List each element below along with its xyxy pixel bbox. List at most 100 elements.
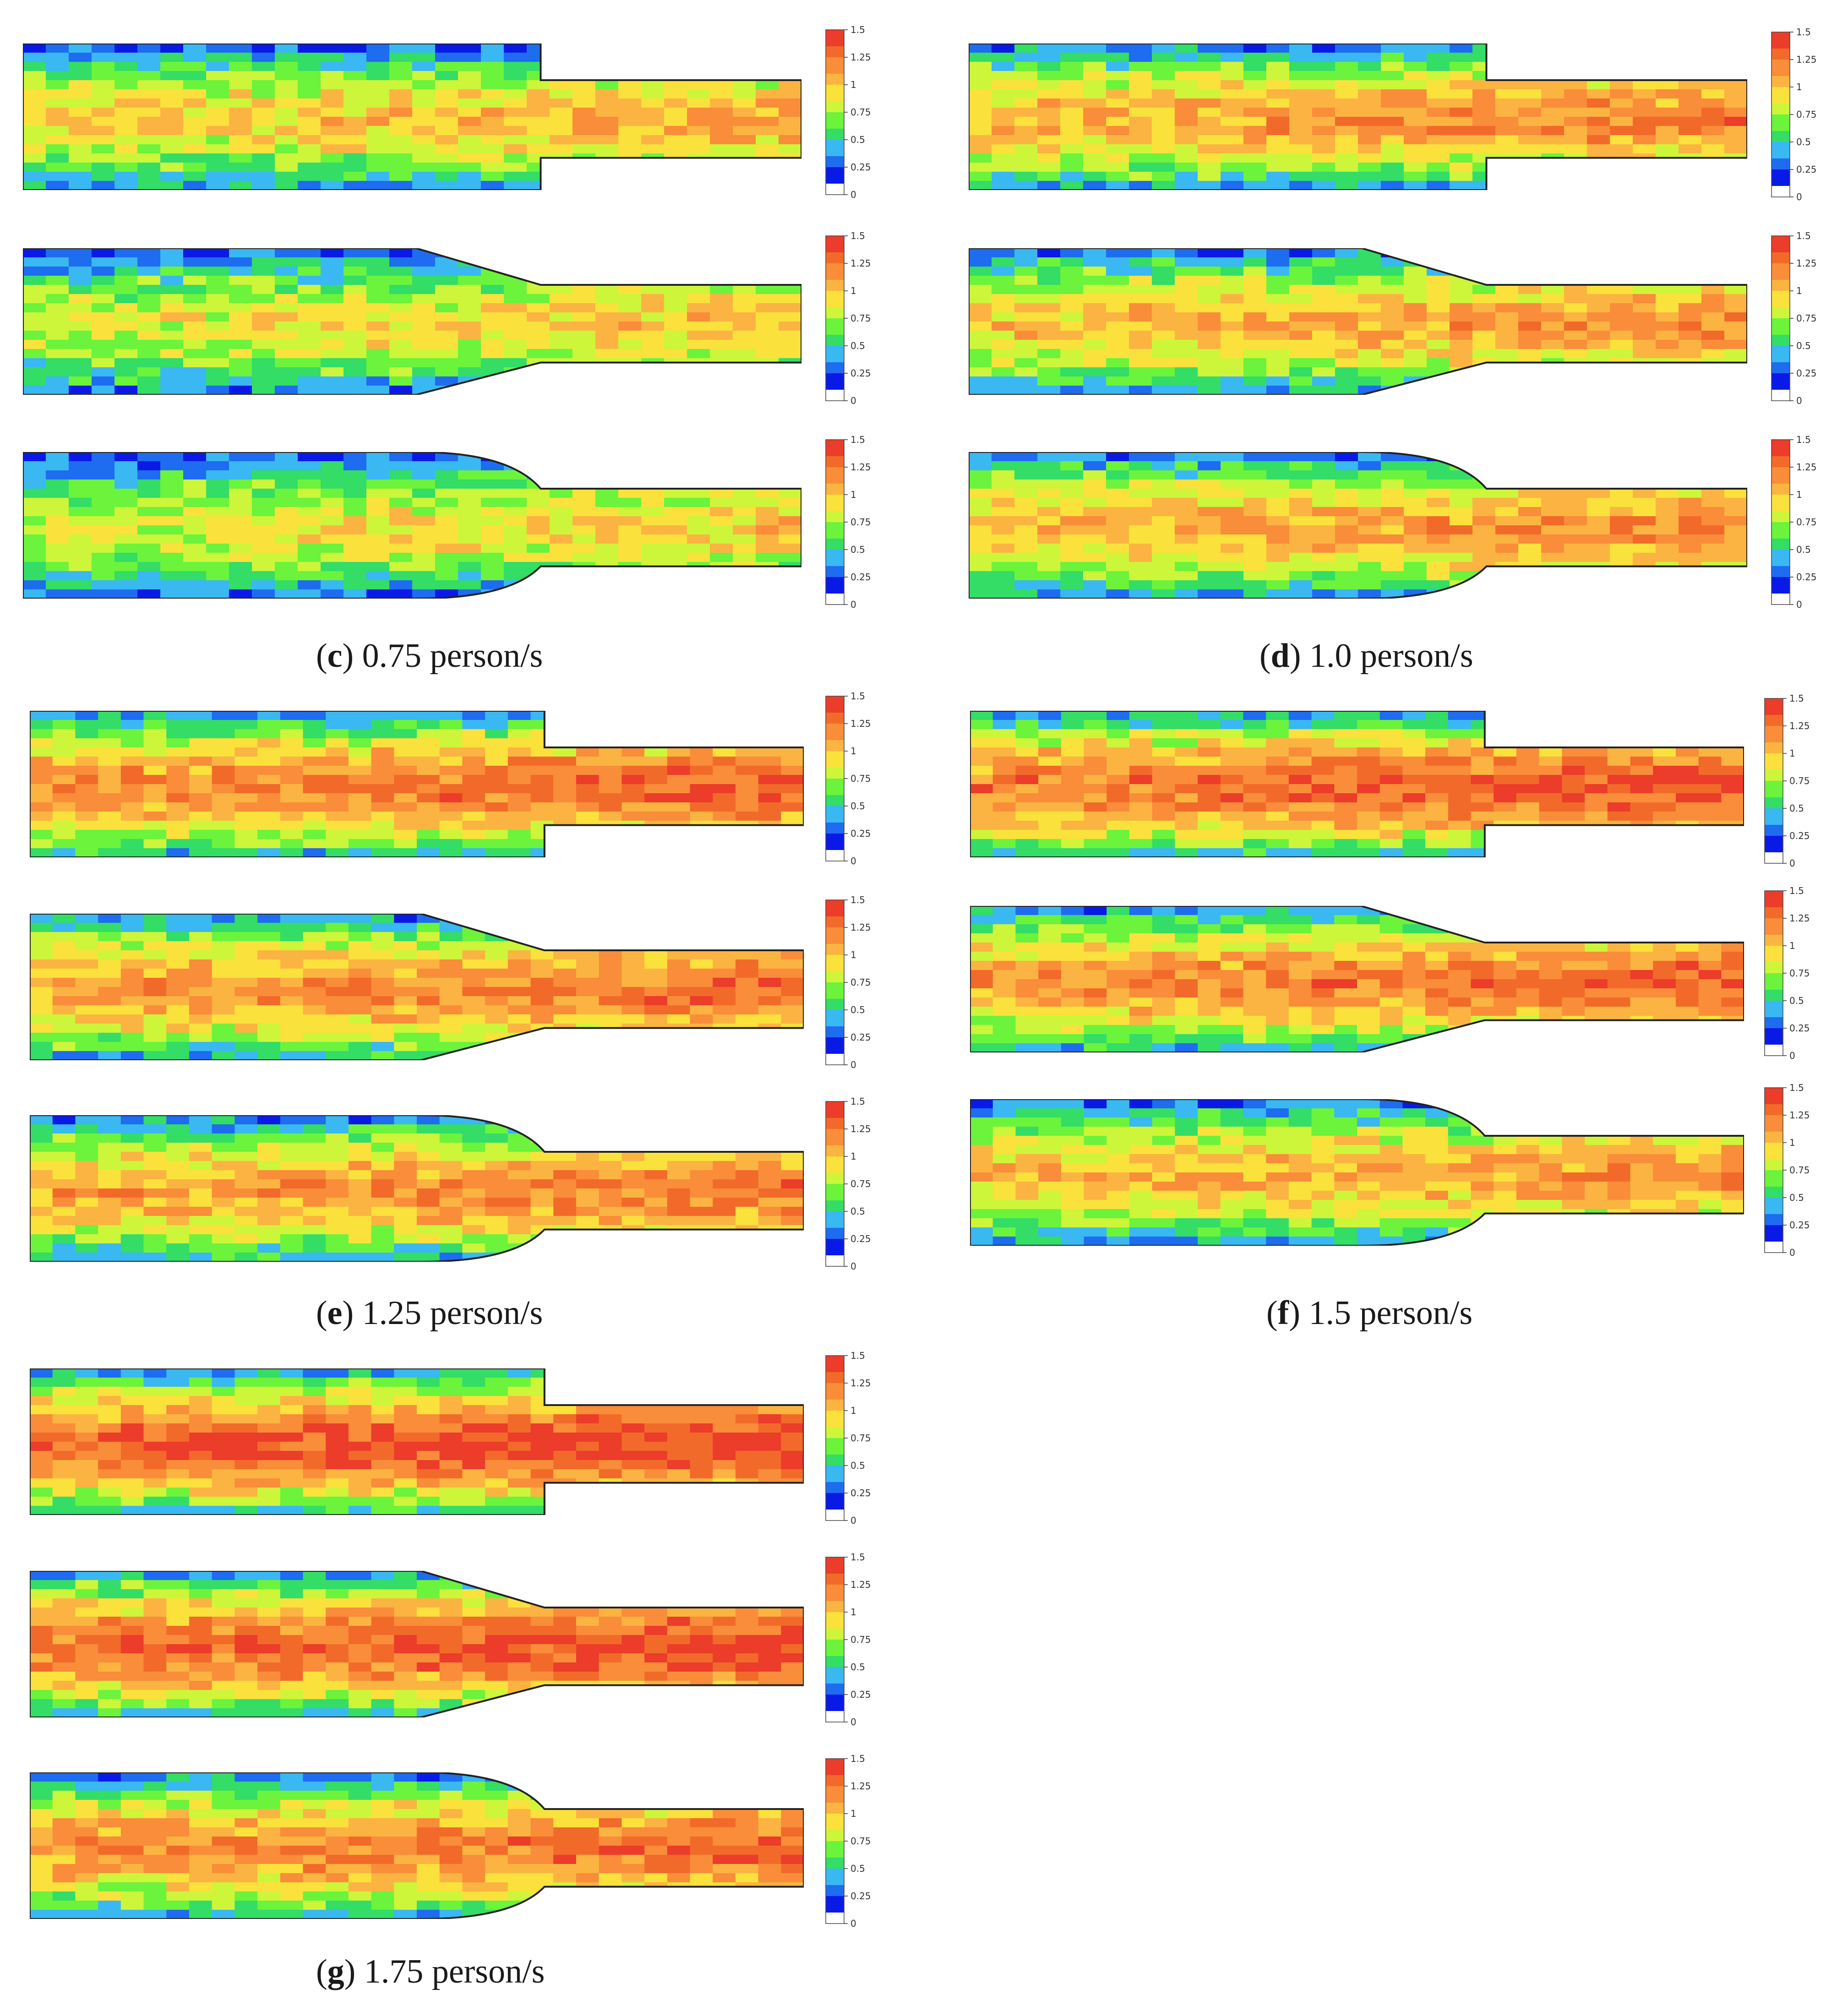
density-cell: [527, 53, 550, 62]
density-cell: [1083, 312, 1107, 322]
density-cell: [1679, 322, 1702, 331]
density-cell: [137, 153, 161, 163]
density-cell: [212, 1005, 235, 1015]
density-cell: [664, 376, 687, 386]
density-cell: [1083, 534, 1107, 544]
density-cell: [206, 358, 229, 368]
density-cell: [1243, 71, 1267, 81]
density-cell: [69, 534, 92, 544]
density-cell: [576, 932, 600, 942]
density-cell: [1060, 525, 1084, 535]
colorbar-segment: [1772, 164, 1790, 170]
density-cell: [710, 89, 733, 99]
density-cell: [458, 126, 481, 136]
density-cell: [46, 71, 69, 81]
density-cell: [462, 729, 485, 739]
density-cell: [257, 830, 281, 839]
density-cell: [206, 108, 229, 117]
density-cell: [257, 1161, 281, 1171]
density-cell: [1037, 80, 1061, 90]
density-cell: [690, 1014, 713, 1024]
density-cell: [641, 135, 665, 145]
density-cell: [550, 285, 573, 294]
density-cell: [1404, 53, 1427, 62]
density-cell: [189, 839, 213, 849]
density-cell: [713, 747, 736, 757]
density-cell: [1221, 108, 1244, 117]
density-cell: [667, 830, 691, 839]
density-cell: [1221, 331, 1244, 340]
density-cell: [166, 987, 190, 997]
density-cell: [1518, 589, 1542, 599]
density-cell: [553, 1143, 577, 1152]
density-cell: [114, 322, 138, 331]
density-cell: [234, 1033, 258, 1042]
density-cell: [1312, 525, 1336, 535]
density-cell: [599, 1051, 622, 1060]
density-cell: [143, 1014, 167, 1024]
density-cell: [417, 1014, 440, 1024]
colorbar-tick-label: 1: [1796, 285, 1802, 296]
density-cell: [1724, 257, 1747, 267]
density-cell: [1083, 470, 1107, 480]
density-cell: [1243, 571, 1267, 581]
density-cell: [98, 959, 121, 969]
density-cell: [553, 784, 577, 794]
density-cell: [779, 367, 801, 377]
density-cell: [252, 507, 275, 517]
density-cell: [1014, 267, 1038, 276]
density-cell: [1152, 498, 1175, 507]
density-cell: [621, 923, 645, 932]
density-cell: [458, 480, 481, 489]
density-cell: [1495, 172, 1519, 181]
density-cell: [595, 516, 619, 526]
density-cell: [137, 117, 161, 126]
density-cell: [1472, 498, 1496, 507]
density-cell: [1014, 358, 1038, 368]
density-cell: [462, 1005, 485, 1015]
density-cell: [1221, 276, 1244, 285]
colorbar-segment: [826, 729, 844, 735]
density-cell: [458, 358, 481, 368]
density-cell: [143, 775, 167, 785]
density-cell: [348, 987, 372, 997]
density-cell: [275, 53, 298, 62]
colorbar-segment: [826, 944, 844, 950]
density-cell: [1014, 480, 1038, 489]
density-cell: [1335, 489, 1358, 498]
colorbar-segment: [826, 955, 844, 961]
density-cell: [550, 498, 573, 507]
density-cell: [394, 1014, 417, 1024]
density-cell: [143, 1033, 167, 1042]
density-cell: [389, 534, 413, 544]
density-cell: [1335, 44, 1358, 53]
density-cell: [389, 294, 413, 304]
density-cell: [46, 516, 69, 526]
density-cell: [92, 480, 115, 489]
density-cell: [439, 1033, 463, 1042]
colorbar-segment: [1772, 98, 1790, 104]
density-cell: [1724, 367, 1747, 377]
density-cell: [114, 498, 138, 507]
colorbar-segment: [826, 379, 844, 385]
density-cell: [1701, 144, 1725, 154]
density-cell: [1221, 53, 1244, 62]
density-cell: [572, 340, 596, 349]
density-cell: [735, 950, 759, 960]
density-cell: [527, 117, 550, 126]
density-cell: [1083, 153, 1107, 163]
density-cell: [1198, 294, 1221, 304]
density-cell: [326, 784, 349, 794]
density-cell: [1587, 163, 1610, 172]
density-cell: [621, 1005, 645, 1015]
density-cell: [550, 80, 573, 90]
density-cell: [1037, 285, 1061, 294]
density-cell: [1014, 89, 1038, 99]
density-cell: [1656, 376, 1679, 386]
density-cell: [326, 941, 349, 951]
density-cell: [1472, 257, 1496, 267]
density-cell: [183, 172, 207, 181]
density-cell: [343, 376, 367, 386]
density-cell: [120, 1042, 144, 1052]
density-cell: [485, 987, 508, 997]
